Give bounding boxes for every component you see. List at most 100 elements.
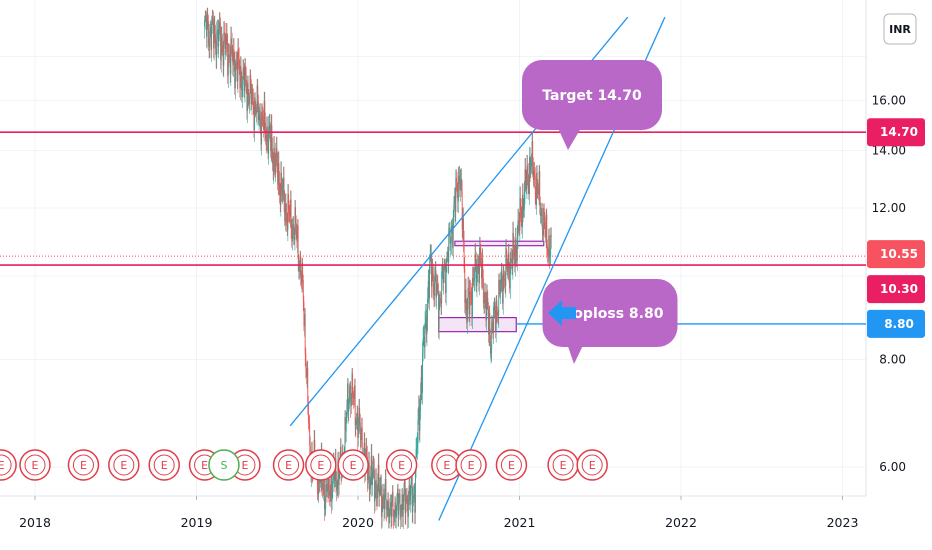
time-tick-label: 2021: [504, 515, 536, 530]
candle-body: [521, 194, 523, 228]
candle-body: [305, 354, 307, 371]
candle-body: [524, 169, 526, 193]
candle-body: [405, 496, 407, 514]
candle-body: [207, 13, 209, 22]
candle-body: [389, 502, 391, 507]
candle-body: [206, 13, 208, 37]
earnings-circle: [67, 449, 100, 481]
candle-body: [252, 88, 254, 94]
candle-body: [407, 503, 409, 517]
candle-body: [297, 225, 299, 260]
candle-body: [356, 413, 358, 421]
candle-body: [381, 485, 382, 517]
earnings-marker[interactable]: E: [19, 449, 51, 481]
candle-body: [494, 302, 496, 310]
candle-body: [208, 43, 210, 47]
time-axis[interactable]: 2018 2019 2020 2021 2022 2023: [19, 496, 858, 530]
candle-body: [204, 20, 206, 27]
earnings-marker[interactable]: E: [576, 449, 608, 481]
candle-body: [296, 230, 298, 242]
candle-body: [514, 257, 516, 265]
candle-body: [309, 423, 311, 445]
price-tag-bg: [867, 240, 925, 269]
candle-body: [372, 472, 373, 485]
candle-body: [515, 239, 517, 257]
candle-body: [232, 56, 234, 66]
price-tag-target: 14.70: [867, 118, 925, 147]
price-zones: [438, 240, 545, 333]
candle-body: [324, 507, 326, 510]
candle-body: [337, 461, 339, 490]
earnings-marker[interactable]: E: [272, 449, 305, 481]
candle-body: [351, 373, 353, 399]
candle-body: [464, 289, 466, 304]
candle-body: [331, 492, 333, 502]
price-tag-label: 10.30: [880, 282, 918, 296]
candle-body: [447, 251, 449, 263]
price-tag-stoploss: 8.80: [867, 309, 925, 338]
earnings-circle: [455, 449, 487, 481]
earnings-inner: [552, 454, 574, 476]
candle-body: [265, 138, 267, 142]
candle-body: [236, 62, 238, 81]
candle-body: [213, 24, 215, 49]
candle-body: [223, 32, 225, 66]
candle-body: [402, 501, 404, 517]
candle-body: [332, 472, 334, 493]
price-axis[interactable]: 16.00 14.00 12.00 8.00 6.00: [872, 94, 906, 474]
candle-body: [325, 483, 327, 486]
candle-body: [317, 488, 319, 495]
earnings-marker[interactable]: E: [108, 449, 140, 481]
earnings-label: E: [241, 459, 248, 472]
candle-body: [307, 368, 309, 404]
candle-body: [518, 220, 520, 224]
earnings-marker[interactable]: E: [148, 449, 180, 481]
candle-body: [536, 172, 538, 187]
candle-body: [204, 15, 206, 21]
callouts[interactable]: Target 14.70 Stoploss 8.80: [522, 60, 678, 364]
candle-body: [536, 172, 537, 205]
stoploss-callout[interactable]: Stoploss 8.80: [542, 279, 678, 364]
target-callout[interactable]: Target 14.70: [522, 60, 662, 150]
earnings-marker[interactable]: E: [0, 449, 17, 481]
earnings-marker[interactable]: E: [337, 449, 369, 481]
candle-body: [245, 66, 247, 75]
candle-body: [416, 447, 418, 450]
split-marker[interactable]: S: [208, 449, 240, 481]
candle-body: [523, 192, 525, 210]
earnings-marker[interactable]: E: [495, 449, 528, 481]
earnings-marker[interactable]: E: [455, 449, 487, 481]
candle-body: [507, 267, 509, 270]
earnings-label: E: [468, 459, 475, 472]
candle-body: [479, 247, 481, 254]
candle-body: [259, 111, 261, 126]
candle-body: [250, 75, 252, 85]
earnings-marker[interactable]: E: [67, 449, 100, 481]
candle-body: [367, 477, 369, 480]
candle-body: [547, 255, 549, 256]
candle-body: [377, 464, 379, 485]
candle-body: [397, 488, 399, 516]
candle-body: [359, 422, 361, 438]
earnings-marker[interactable]: E: [431, 449, 463, 481]
earnings-marker[interactable]: E: [385, 449, 418, 481]
earnings-marker[interactable]: E: [547, 449, 579, 481]
candle-body: [546, 245, 548, 256]
candle-body: [525, 169, 527, 181]
candle-body: [545, 227, 546, 238]
candle-body: [441, 264, 443, 272]
candle-body: [370, 455, 372, 478]
candle-body: [393, 515, 395, 517]
earnings-marker[interactable]: E: [305, 449, 337, 481]
candle-body: [541, 207, 543, 214]
candle-body: [235, 62, 237, 71]
candle-body: [466, 310, 468, 323]
candle-body: [465, 289, 467, 311]
candle-body: [365, 448, 367, 459]
candle-body: [290, 199, 292, 228]
currency-badge[interactable]: INR: [883, 13, 917, 45]
candle-body: [403, 489, 405, 502]
candle-body: [513, 232, 514, 249]
earnings-markers[interactable]: EEEEEEEEEEEEEEEEES: [0, 449, 608, 481]
